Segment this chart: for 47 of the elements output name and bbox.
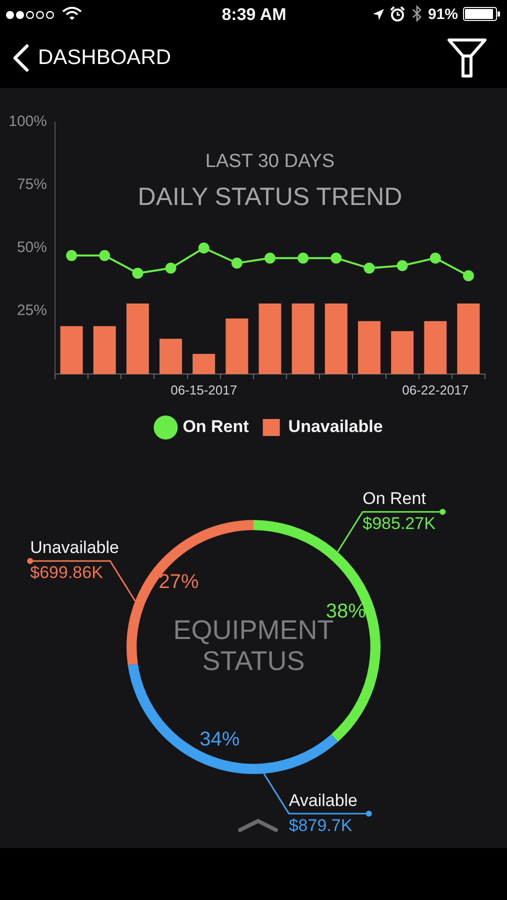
point — [264, 252, 276, 264]
slice-label: Available — [288, 790, 358, 810]
bar — [226, 318, 248, 374]
text: LAST 30 DAYS — [205, 151, 335, 172]
y-tick-label: 50% — [16, 239, 47, 256]
y-tick-label: 25% — [16, 302, 47, 320]
point — [462, 270, 474, 282]
slice-label: On Rent — [362, 489, 426, 508]
point — [364, 262, 375, 274]
bar — [292, 303, 314, 374]
data-label: $879.7K — [288, 816, 353, 835]
point — [165, 262, 176, 274]
slice-label: Unavailable — [30, 538, 119, 558]
point — [298, 252, 309, 264]
point — [231, 258, 242, 269]
y-tick-label: 75% — [16, 176, 47, 194]
bar — [93, 326, 116, 374]
bar — [192, 354, 216, 374]
y-tick-label: 100% — [8, 113, 47, 130]
bar — [258, 303, 282, 374]
legend-label: On Rent — [182, 417, 250, 436]
x-tick-label: 06-22-2017 — [402, 382, 469, 398]
text: 91% — [428, 6, 458, 24]
bar — [160, 338, 182, 374]
point — [396, 260, 408, 272]
bar — [60, 326, 83, 374]
point — [132, 268, 144, 279]
data-label: $699.86K — [30, 563, 104, 582]
data-label: $985.27K — [362, 514, 436, 534]
point — [99, 250, 110, 262]
bar — [424, 321, 447, 374]
bar — [358, 321, 380, 374]
x-tick-label: 06-15-2017 — [170, 382, 238, 398]
text: DAILY STATUS TREND — [138, 182, 402, 211]
text: DASHBOARD — [38, 46, 172, 70]
text: 8:39 AM — [220, 5, 288, 25]
bar — [391, 331, 414, 374]
point — [330, 252, 342, 264]
point — [430, 252, 441, 264]
point — [198, 242, 210, 254]
bar — [457, 303, 480, 374]
point — [66, 250, 78, 262]
legend-label: Unavailable — [288, 417, 383, 436]
bar — [324, 303, 348, 374]
text: 34% — [200, 728, 240, 750]
text: 27% — [158, 570, 199, 593]
bar — [126, 303, 149, 374]
